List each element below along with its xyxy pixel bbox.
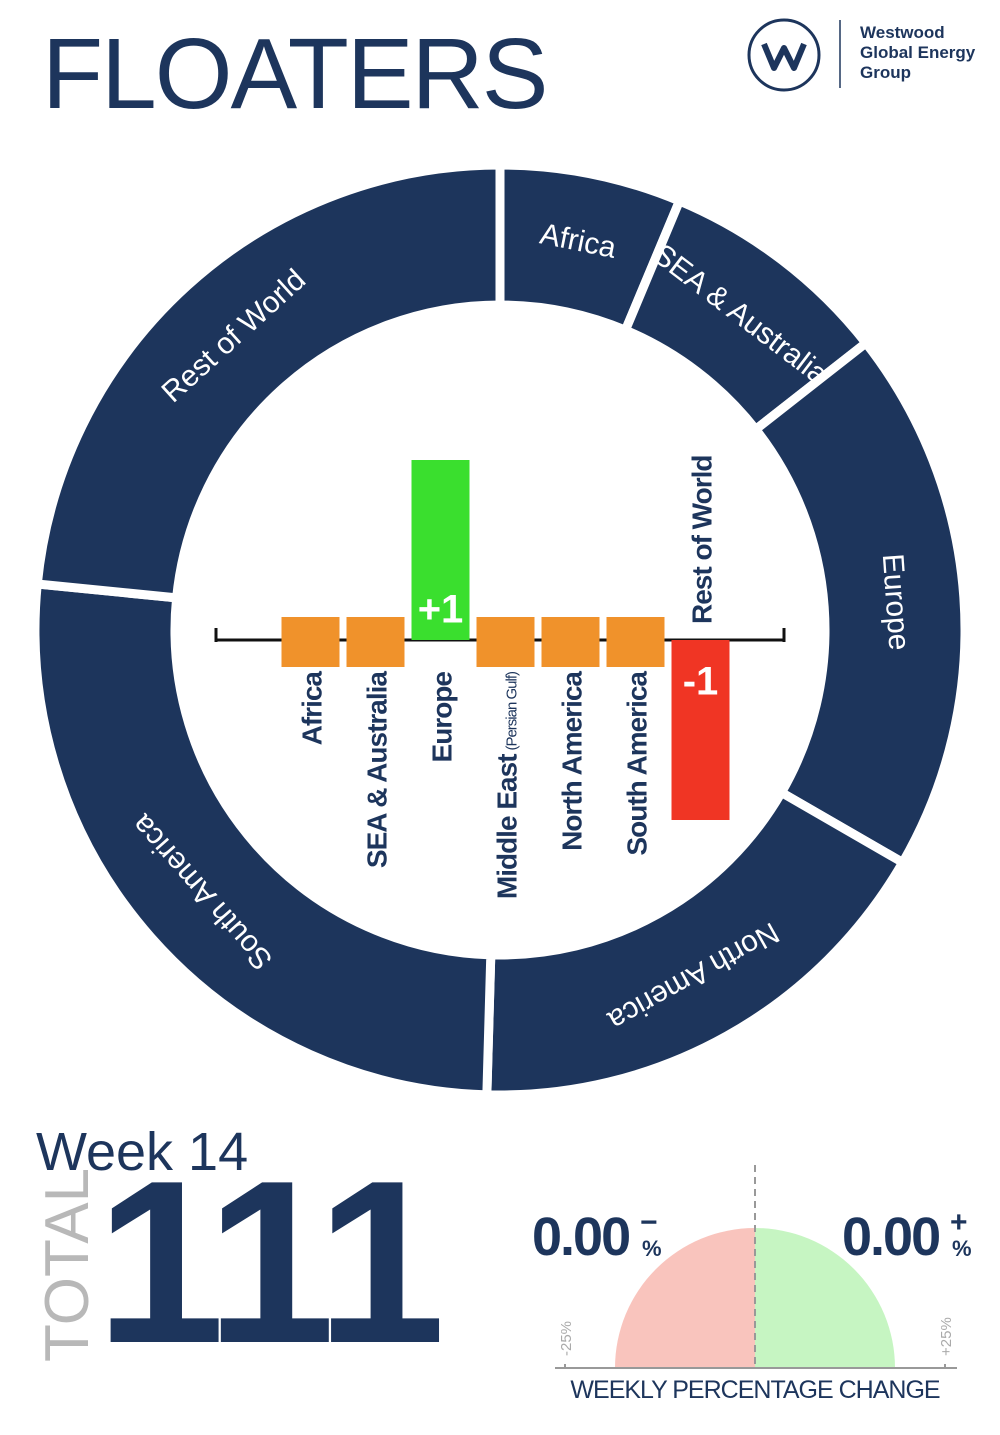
x-axis-label: WEEKLY PERCENTAGE CHANGE <box>570 1376 939 1404</box>
change-sign: + <box>950 1206 968 1239</box>
value-label: +1 <box>418 588 464 632</box>
bar <box>541 617 600 667</box>
logo-text: Group <box>860 63 911 82</box>
category-name: Europe <box>427 672 458 763</box>
bar <box>606 617 665 667</box>
donut-segment <box>32 160 505 603</box>
donut-segment <box>30 579 496 1100</box>
change-value: 0.00 <box>842 1207 939 1267</box>
category-note: (Persian Gulf) <box>504 671 521 751</box>
value-label: -1 <box>683 660 719 704</box>
change-unit: % <box>952 1236 972 1261</box>
gauge-positive <box>755 1228 895 1368</box>
gauge-negative <box>615 1228 755 1368</box>
category-name: Africa <box>297 671 328 746</box>
total-label: TOTAL <box>33 1168 102 1362</box>
bar <box>411 460 470 640</box>
category-label: Africa <box>297 671 328 746</box>
week-label: Week 14 <box>36 1122 248 1182</box>
category-label: SEA & Australia <box>362 671 393 869</box>
donut-segment <box>482 786 909 1100</box>
page-title: FLOATERS <box>42 18 546 130</box>
category-label: South America <box>622 671 653 856</box>
bar <box>671 640 730 820</box>
category-name: Middle East <box>492 754 523 899</box>
category-name: North America <box>557 671 588 851</box>
change-value: 0.00 <box>532 1207 629 1267</box>
logo-mark <box>761 42 807 71</box>
category-label: Middle East (Persian Gulf) <box>492 671 523 899</box>
category-name: SEA & Australia <box>362 671 393 869</box>
category-name: South America <box>622 671 653 856</box>
total-value: 111 <box>96 1133 439 1392</box>
tick-label: +25% <box>938 1317 955 1356</box>
logo-text: Global Energy <box>860 43 976 62</box>
change-sign: − <box>640 1206 658 1239</box>
logo-text: Westwood <box>860 23 945 42</box>
category-label: Rest of World <box>687 456 718 624</box>
logo-circle <box>747 18 821 92</box>
bar <box>281 617 340 667</box>
logo: Westwood Global Energy Group <box>747 18 976 92</box>
tick-label: -25% <box>558 1321 575 1356</box>
change-unit: % <box>642 1236 662 1261</box>
bar <box>346 617 405 667</box>
category-name: Rest of World <box>687 456 718 624</box>
donut-segment <box>749 336 970 869</box>
category-label: Europe <box>427 672 458 763</box>
bar <box>476 617 535 667</box>
segment-label: Europe <box>876 553 916 652</box>
category-label: North America <box>557 671 588 851</box>
